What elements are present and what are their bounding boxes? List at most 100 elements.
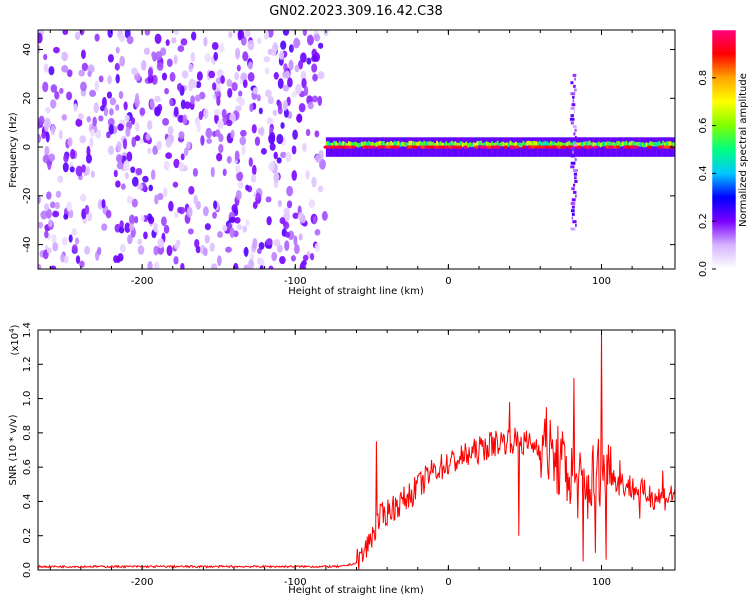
signal-peak-cell bbox=[510, 145, 516, 149]
noise-cell bbox=[74, 31, 81, 41]
signal-mid-cell bbox=[428, 141, 431, 146]
noise-cell bbox=[49, 265, 57, 269]
signal-mid-cell bbox=[498, 143, 501, 148]
noise-cell bbox=[180, 38, 188, 46]
noise-cell bbox=[119, 33, 126, 43]
signal-mid-cell bbox=[509, 140, 512, 146]
signal-mid-cell bbox=[325, 141, 328, 146]
noise-cell bbox=[311, 176, 317, 188]
disturbance-cell bbox=[571, 103, 576, 107]
noise-cell bbox=[231, 204, 238, 213]
noise-cell bbox=[286, 185, 294, 197]
noise-cell bbox=[54, 90, 60, 100]
snr-ylabel: SNR (10 * v/v) bbox=[8, 414, 19, 485]
signal-peak-cell bbox=[496, 145, 502, 149]
noise-cell bbox=[97, 199, 103, 210]
noise-cell bbox=[58, 129, 63, 140]
noise-cell bbox=[276, 244, 283, 253]
colorbar: 0.0 0.2 0.4 0.6 0.8 Normalized spectral ampl… bbox=[698, 29, 749, 277]
noise-cell bbox=[311, 95, 319, 103]
noise-cell bbox=[291, 91, 297, 98]
noise-cell bbox=[288, 59, 294, 71]
noise-cell bbox=[141, 59, 147, 71]
noise-cell bbox=[126, 195, 134, 204]
noise-cell bbox=[49, 99, 57, 109]
x-tick-label: 100 bbox=[592, 577, 611, 588]
noise-cell bbox=[234, 71, 239, 81]
signal-mid-cell bbox=[662, 140, 665, 146]
signal-mid-cell bbox=[485, 141, 488, 147]
disturbance-cell bbox=[573, 84, 576, 88]
signal-mid-cell bbox=[478, 140, 481, 146]
noise-cell bbox=[200, 135, 205, 146]
noise-cell bbox=[116, 161, 124, 170]
signal-mid-cell bbox=[627, 142, 630, 147]
signal-edge-cell bbox=[656, 137, 659, 157]
signal-mid-cell bbox=[645, 142, 648, 147]
noise-cell bbox=[293, 235, 298, 246]
noise-cell bbox=[137, 183, 143, 190]
noise-cell bbox=[177, 45, 185, 52]
noise-cell bbox=[298, 233, 303, 241]
signal-edge-cell bbox=[502, 137, 505, 157]
noise-cell bbox=[45, 131, 50, 143]
noise-cell bbox=[164, 87, 169, 95]
noise-cell bbox=[196, 121, 201, 133]
noise-cell bbox=[228, 31, 233, 39]
signal-mid-cell bbox=[357, 143, 360, 148]
signal-peak-cell bbox=[593, 145, 599, 149]
noise-cell bbox=[135, 122, 140, 132]
y-tick-label: 0.6 bbox=[22, 459, 33, 475]
noise-cell bbox=[123, 101, 128, 111]
noise-cell bbox=[245, 184, 250, 191]
x-tick-label: -100 bbox=[284, 577, 307, 588]
noise-cell bbox=[259, 265, 264, 269]
noise-cell bbox=[221, 224, 228, 232]
noise-cell bbox=[52, 210, 60, 218]
signal-edge-cell bbox=[640, 137, 643, 157]
signal-mid-cell bbox=[651, 141, 654, 147]
disturbance-cell bbox=[571, 205, 575, 209]
noise-cell bbox=[128, 214, 135, 225]
signal-mid-cell bbox=[520, 142, 523, 148]
disturbance-cell bbox=[574, 136, 577, 140]
signal-mid-cell bbox=[577, 142, 580, 148]
noise-cell bbox=[66, 201, 72, 212]
signal-mid-cell bbox=[548, 142, 551, 148]
signal-mid-cell bbox=[524, 142, 527, 147]
disturbance-cell bbox=[571, 212, 575, 216]
noise-cell bbox=[38, 44, 41, 54]
signal-mid-cell bbox=[355, 142, 358, 147]
signal-mid-cell bbox=[353, 141, 356, 147]
noise-cell bbox=[204, 223, 211, 231]
noise-cell bbox=[115, 73, 120, 84]
noise-cell bbox=[62, 162, 69, 173]
noise-cell bbox=[247, 61, 253, 70]
disturbance-cell bbox=[575, 194, 577, 198]
noise-cell bbox=[38, 32, 43, 44]
noise-cell bbox=[38, 134, 41, 143]
signal-mid-cell bbox=[533, 140, 536, 146]
noise-cell bbox=[234, 150, 240, 162]
noise-cell bbox=[242, 51, 249, 62]
signal-mid-cell bbox=[476, 141, 479, 146]
signal-mid-cell bbox=[368, 141, 371, 146]
noise-cell bbox=[131, 136, 137, 148]
noise-cell bbox=[42, 81, 49, 93]
noise-cell bbox=[216, 152, 223, 162]
noise-cell bbox=[131, 67, 138, 75]
signal-mid-cell bbox=[537, 141, 540, 147]
noise-cell bbox=[44, 230, 49, 239]
signal-mid-cell bbox=[441, 142, 444, 148]
noise-cell bbox=[86, 145, 91, 157]
noise-cell bbox=[68, 209, 74, 219]
noise-cell bbox=[234, 216, 241, 224]
signal-mid-cell bbox=[392, 142, 395, 147]
signal-mid-cell bbox=[570, 142, 573, 147]
noise-cell bbox=[153, 245, 159, 256]
noise-cell bbox=[230, 129, 235, 139]
noise-cell bbox=[321, 211, 328, 221]
signal-mid-cell bbox=[561, 142, 564, 147]
noise-cell bbox=[291, 170, 298, 181]
signal-mid-cell bbox=[636, 141, 639, 147]
